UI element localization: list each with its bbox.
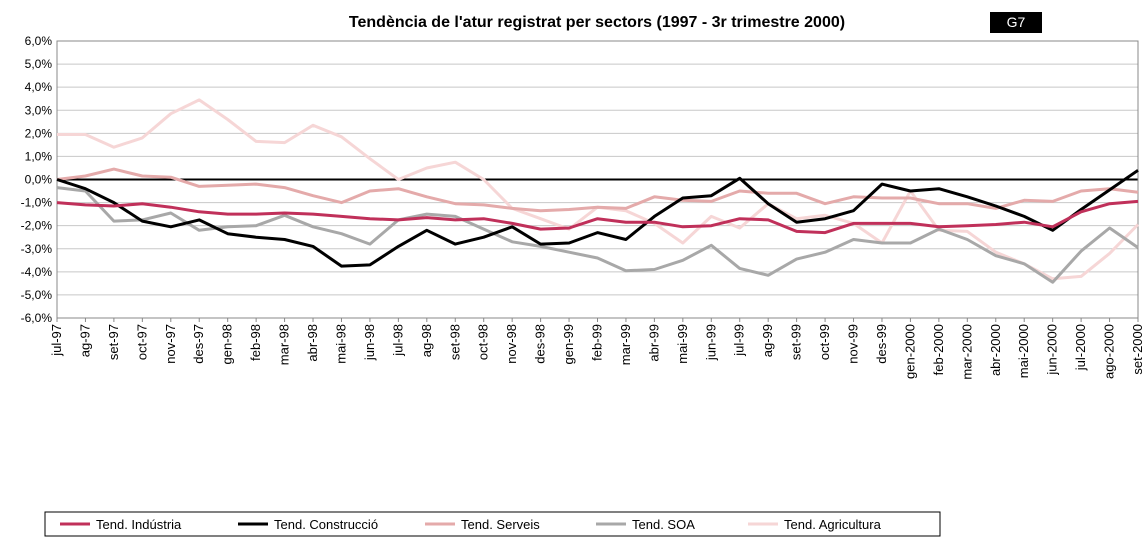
series-line [56, 169, 1139, 268]
x-tick-label: nov-99 [846, 324, 861, 364]
x-tick-label: abr-99 [646, 324, 661, 362]
series-line [56, 167, 1139, 213]
y-tick-label: -6,0% [21, 311, 53, 325]
x-tick-label: set-97 [106, 324, 121, 360]
y-tick-label: 2,0% [25, 126, 53, 140]
x-tick-label: des-99 [874, 324, 889, 364]
x-tick-label: set-99 [789, 324, 804, 360]
x-tick-label: ag-99 [760, 324, 775, 357]
x-tick-label: mar-98 [277, 324, 292, 365]
x-tick-label: jul-99 [732, 324, 747, 357]
y-tick-label: -4,0% [21, 265, 53, 279]
x-tick-label: abr-2000 [988, 324, 1003, 376]
series-line [57, 98, 1140, 281]
y-tick-label: -1,0% [21, 196, 53, 210]
x-tick-label: mai-2000 [1016, 324, 1031, 378]
x-tick-label: jun-98 [362, 324, 377, 361]
legend-label: Tend. SOA [632, 517, 695, 532]
x-tick-label: gen-2000 [902, 324, 917, 379]
legend-label: Tend. Construcció [274, 517, 378, 532]
x-tick-label: set-2000 [1130, 324, 1143, 375]
x-tick-label: feb-98 [248, 324, 263, 361]
y-tick-label: 5,0% [25, 57, 53, 71]
x-tick-label: gen-99 [561, 324, 576, 364]
badge: G7 [1007, 14, 1026, 30]
x-tick-label: mar-2000 [959, 324, 974, 380]
x-tick-label: mai-99 [675, 324, 690, 364]
x-tick-label: ag-98 [419, 324, 434, 357]
y-tick-label: 0,0% [25, 173, 53, 187]
y-tick-label: 4,0% [25, 80, 53, 94]
badge-box [990, 12, 1042, 33]
chart-title: Tendència de l'atur registrat per sector… [349, 14, 845, 31]
x-tick-label: oct-99 [817, 324, 832, 360]
x-tick-label: nov-97 [163, 324, 178, 364]
series-line [56, 186, 1139, 284]
legend-label: Tend. Indústria [96, 517, 182, 532]
legend-box [44, 511, 941, 537]
x-tick-label: nov-98 [504, 324, 519, 364]
y-tick-label: -3,0% [21, 242, 53, 256]
x-tick-label: jun-2000 [1045, 324, 1060, 376]
x-tick-label: jul-97 [49, 324, 64, 357]
y-tick-label: 3,0% [25, 103, 53, 117]
x-tick-label: jul-2000 [1073, 324, 1088, 371]
x-tick-label: des-97 [191, 324, 206, 364]
legend-label: Tend. Serveis [461, 517, 540, 532]
y-tick-label: 1,0% [25, 149, 53, 163]
x-tick-label: feb-2000 [931, 324, 946, 375]
y-tick-label: -2,0% [21, 219, 53, 233]
y-tick-label: -5,0% [21, 288, 53, 302]
x-tick-label: set-98 [447, 324, 462, 360]
x-tick-label: jun-99 [703, 324, 718, 361]
x-tick-label: des-98 [533, 324, 548, 364]
legend-label: Tend. Agricultura [784, 517, 882, 532]
x-tick-label: ago-2000 [1102, 324, 1117, 379]
x-tick-label: gen-98 [220, 324, 235, 364]
x-tick-label: ag-97 [77, 324, 92, 357]
series-line [56, 199, 1139, 235]
x-tick-label: feb-99 [590, 324, 605, 361]
x-tick-label: oct-98 [476, 324, 491, 360]
y-tick-label: 6,0% [25, 34, 53, 48]
x-tick-label: oct-97 [134, 324, 149, 360]
x-tick-label: mar-99 [618, 324, 633, 365]
x-tick-label: abr-98 [305, 324, 320, 362]
x-tick-label: jul-98 [390, 324, 405, 357]
x-tick-label: mai-98 [333, 324, 348, 364]
